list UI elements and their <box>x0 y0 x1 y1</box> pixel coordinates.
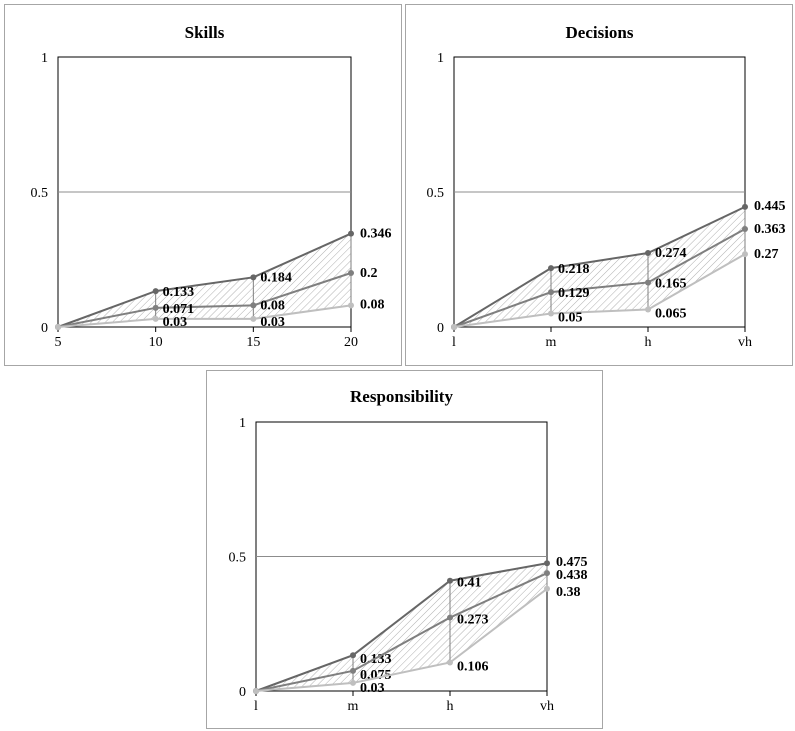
series-line <box>255 572 548 692</box>
data-label: 0.071 <box>163 302 195 317</box>
x-tick-label: h <box>447 699 454 714</box>
y-tick-label: 1 <box>437 51 444 66</box>
data-point <box>742 225 748 232</box>
data-point <box>742 251 748 258</box>
y-tick-label: 1 <box>239 416 246 431</box>
data-point <box>447 659 453 666</box>
series-line <box>57 272 352 328</box>
data-point <box>544 560 550 567</box>
data-label: 0.445 <box>754 199 786 214</box>
series-line <box>255 562 548 692</box>
data-point <box>451 324 457 330</box>
data-point <box>250 315 257 322</box>
data-point <box>348 230 354 237</box>
data-point <box>548 289 554 296</box>
data-point <box>250 302 257 309</box>
data-label: 0.08 <box>260 298 285 313</box>
data-point <box>645 306 651 313</box>
chart-title: Skills <box>185 23 225 42</box>
data-label: 0.363 <box>754 222 786 237</box>
data-point <box>152 288 159 295</box>
x-tick-label: 15 <box>246 335 260 350</box>
series-line <box>255 587 548 692</box>
data-point <box>152 304 159 311</box>
data-label: 0.165 <box>655 276 687 291</box>
series-line <box>57 304 352 328</box>
x-tick-label: l <box>452 335 456 350</box>
hatched-band <box>454 206 745 327</box>
x-tick-label: l <box>254 699 258 714</box>
data-label: 0.133 <box>163 285 195 300</box>
data-point <box>544 570 550 577</box>
x-tick-label: m <box>546 335 557 350</box>
data-label: 0.475 <box>556 555 588 570</box>
y-tick-label: 0 <box>239 685 246 700</box>
y-tick-label: 0.5 <box>31 186 49 201</box>
chart-title: Responsibility <box>350 387 453 406</box>
x-tick-label: vh <box>540 699 554 714</box>
data-point <box>548 265 554 272</box>
data-point <box>152 315 159 322</box>
data-point <box>645 250 651 257</box>
data-point <box>447 614 453 621</box>
data-label: 0.38 <box>556 585 581 600</box>
data-label: 0.05 <box>558 311 583 326</box>
data-label: 0.438 <box>556 568 588 583</box>
data-point <box>250 274 257 281</box>
x-tick-label: m <box>348 699 359 714</box>
data-label: 0.03 <box>163 315 188 330</box>
hatched-band <box>58 233 351 327</box>
data-label: 0.065 <box>655 306 687 321</box>
data-label: 0.129 <box>558 286 590 301</box>
data-point <box>645 279 651 286</box>
data-label: 0.27 <box>754 247 779 262</box>
data-point <box>348 270 354 276</box>
data-label: 0.273 <box>457 613 489 628</box>
data-point <box>350 679 356 686</box>
chart-title: Decisions <box>566 23 634 42</box>
data-point <box>544 585 550 592</box>
y-tick-label: 0.5 <box>427 186 445 201</box>
y-tick-label: 1 <box>41 51 48 66</box>
series-line <box>453 228 746 328</box>
data-label: 0.274 <box>655 246 687 261</box>
hatched-band <box>256 563 547 691</box>
data-label: 0.41 <box>457 576 482 591</box>
data-point <box>742 203 748 210</box>
data-label: 0.03 <box>260 315 285 330</box>
data-label: 0.346 <box>360 227 392 242</box>
series-line <box>453 205 746 328</box>
data-point <box>350 652 356 659</box>
x-tick-label: h <box>645 335 652 350</box>
chart-decisions: Decisions 0 0.5 1 l m h vh 0.218 0.274 0.445 0.129 0… <box>427 23 786 350</box>
y-tick-label: 0.5 <box>229 551 247 566</box>
data-point <box>348 302 354 309</box>
x-tick-label: 20 <box>344 335 358 350</box>
data-label: 0.08 <box>360 297 385 312</box>
data-point <box>350 667 356 674</box>
y-tick-label: 0 <box>41 321 48 336</box>
data-label: 0.106 <box>457 659 489 674</box>
series-line <box>57 232 352 328</box>
data-label: 0.03 <box>360 681 385 696</box>
data-point <box>548 310 554 317</box>
data-label: 0.2 <box>360 266 378 281</box>
data-point <box>447 577 453 584</box>
data-label: 0.184 <box>260 270 292 285</box>
y-tick-label: 0 <box>437 321 444 336</box>
series-line <box>453 253 746 328</box>
x-tick-label: vh <box>738 335 752 350</box>
data-label: 0.218 <box>558 262 590 277</box>
chart-panel-responsibility: Responsibility 0 0.5 1 l m h vh 0.133 0.41 0.475 0.… <box>206 370 603 729</box>
x-tick-label: 10 <box>149 335 163 350</box>
x-tick-label: 5 <box>55 335 62 350</box>
data-point <box>55 324 61 330</box>
data-point <box>253 688 259 694</box>
chart-panel-decisions: Decisions 0 0.5 1 l m h vh 0.218 0.274 0.445 0.129 0… <box>405 4 793 366</box>
chart-panel-skills: Skills 0 0.5 1 5 10 15 20 0.133 0.184 0.346 0.071 0.… <box>4 4 402 366</box>
